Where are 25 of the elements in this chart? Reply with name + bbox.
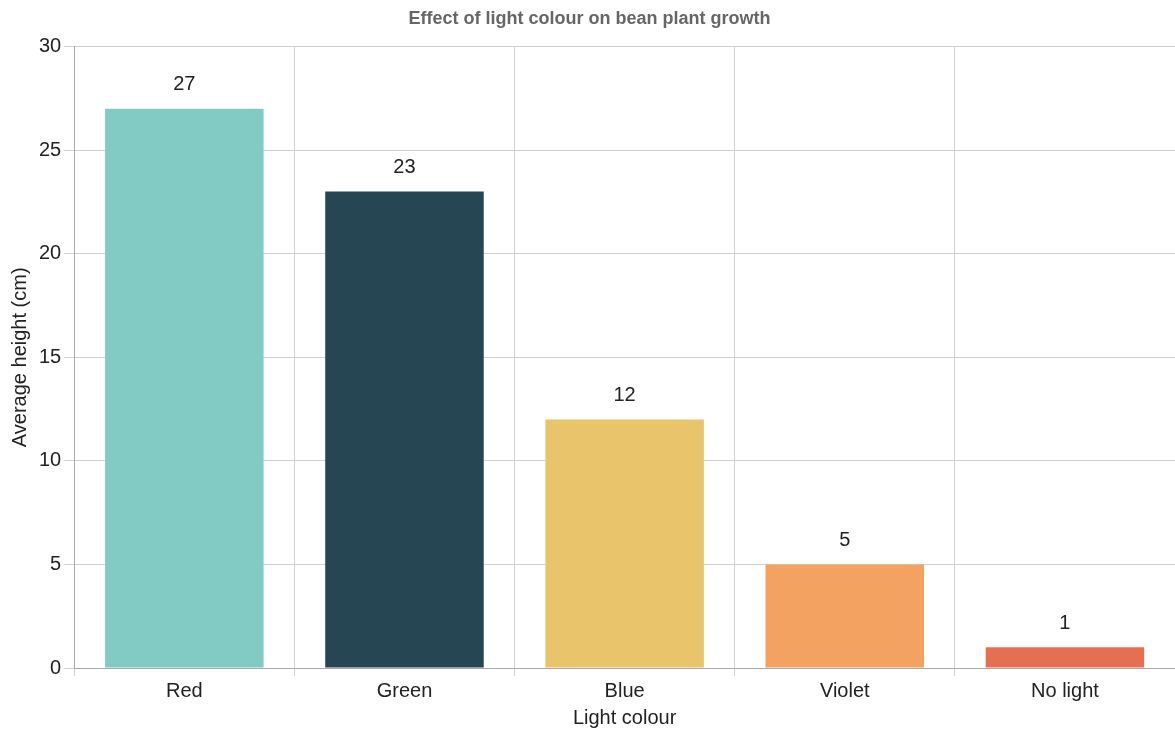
bar xyxy=(545,419,704,668)
y-tick-label: 5 xyxy=(50,551,62,574)
x-tick-label: Red xyxy=(165,678,203,701)
y-tick-label: 20 xyxy=(39,241,62,264)
x-tick-label: Violet xyxy=(819,678,871,701)
bar xyxy=(105,108,264,668)
bar xyxy=(985,647,1145,668)
data-label: 12 xyxy=(613,382,636,405)
y-tick-label: 0 xyxy=(50,655,62,678)
data-label: 1 xyxy=(1059,610,1071,633)
data-label: 27 xyxy=(173,72,196,95)
data-label: 23 xyxy=(393,155,416,178)
bar xyxy=(325,191,484,668)
y-tick-label: 15 xyxy=(39,344,62,367)
x-tick-label: Blue xyxy=(604,678,645,701)
y-tick-label: 30 xyxy=(39,34,62,57)
y-axis-title: Average height (cm) xyxy=(7,267,30,448)
y-tick-label: 25 xyxy=(39,137,62,160)
x-tick-label: No light xyxy=(1031,678,1100,701)
chart-title: Effect of light colour on bean plant growth xyxy=(408,7,771,28)
x-axis-title: Light colour xyxy=(572,705,677,728)
x-tick-label: Green xyxy=(376,678,433,701)
bar xyxy=(765,564,925,668)
y-tick-label: 10 xyxy=(39,448,62,471)
data-label: 5 xyxy=(839,527,851,550)
